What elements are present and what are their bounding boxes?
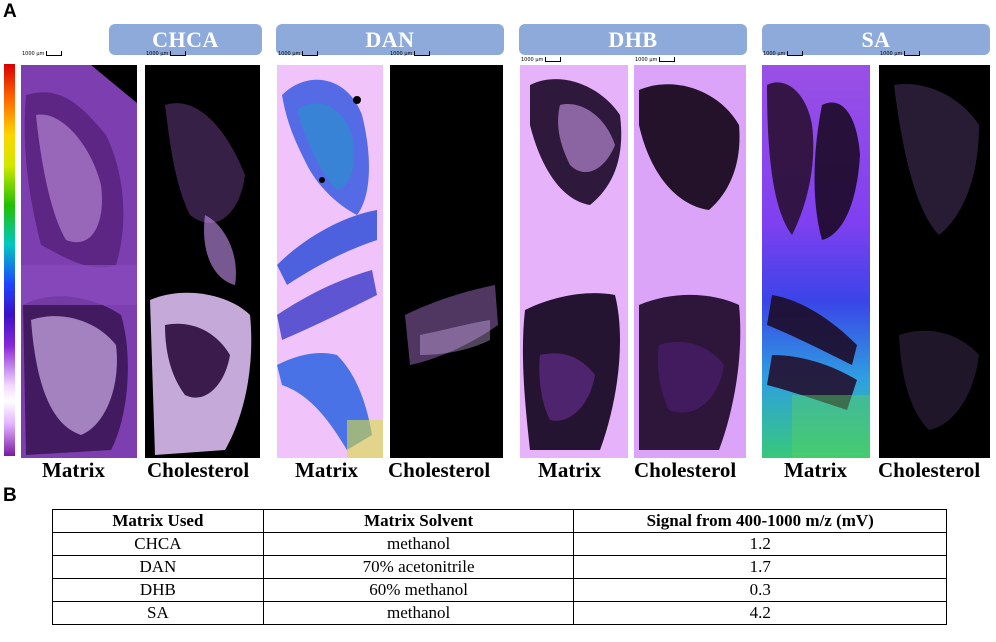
image-chca-cholesterol [145, 65, 260, 458]
intensity-colorbar [4, 64, 15, 456]
scale-bar: 1000 μm [880, 51, 921, 57]
table-cell: 0.3 [573, 578, 947, 602]
image-sa-cholesterol [879, 65, 990, 458]
table-cell: 4.2 [573, 601, 947, 625]
table-header-cell: Signal from 400-1000 m/z (mV) [573, 509, 947, 533]
group-label-sa: SA [762, 24, 990, 55]
caption-chca-cholesterol: Cholesterol [147, 458, 250, 482]
table-row: CHCA methanol 1.2 [52, 532, 947, 556]
scale-bar: 1000 μm [278, 51, 319, 57]
table-header-cell: Matrix Solvent [262, 509, 575, 533]
table-cell: CHCA [52, 532, 264, 556]
image-dhb-cholesterol [634, 65, 746, 458]
caption-dan-cholesterol: Cholesterol [388, 458, 491, 482]
table-cell: 1.2 [573, 532, 947, 556]
panel-label-a: A [3, 1, 17, 22]
scale-bar: 1000 μm [635, 57, 676, 63]
image-dan-matrix [277, 65, 383, 458]
caption-dhb-matrix: Matrix [538, 458, 601, 482]
scale-bar: 1000 μm [521, 57, 562, 63]
table-cell: 70% acetonitrile [262, 555, 575, 579]
table-cell: DAN [52, 555, 264, 579]
image-dhb-matrix [520, 65, 628, 458]
table-cell: 60% methanol [262, 578, 575, 602]
scale-bar: 1000 μm [22, 51, 63, 57]
caption-dhb-cholesterol: Cholesterol [634, 458, 737, 482]
caption-chca-matrix: Matrix [42, 458, 105, 482]
image-dan-cholesterol [390, 65, 503, 458]
table-header-row: Matrix Used Matrix Solvent Signal from 4… [52, 509, 947, 533]
caption-dan-matrix: Matrix [295, 458, 358, 482]
table-cell: DHB [52, 578, 264, 602]
scale-bar: 1000 μm [763, 51, 804, 57]
table-cell: methanol [262, 601, 575, 625]
table-row: DAN 70% acetonitrile 1.7 [52, 555, 947, 579]
group-label-dhb: DHB [519, 24, 747, 55]
matrix-signal-table: Matrix Used Matrix Solvent Signal from 4… [52, 509, 947, 625]
table-row: SA methanol 4.2 [52, 601, 947, 625]
scale-bar: 1000 μm [146, 51, 187, 57]
scale-bar: 1000 μm [390, 51, 431, 57]
group-label-chca: CHCA [109, 24, 262, 55]
panel-label-b: B [3, 485, 17, 506]
caption-sa-cholesterol: Cholesterol [878, 458, 981, 482]
image-chca-matrix [21, 65, 137, 458]
group-label-dan: DAN [276, 24, 504, 55]
table-header-cell: Matrix Used [52, 509, 264, 533]
image-sa-matrix [762, 65, 870, 458]
table-cell: methanol [262, 532, 575, 556]
table-cell: SA [52, 601, 264, 625]
table-cell: 1.7 [573, 555, 947, 579]
table-row: DHB 60% methanol 0.3 [52, 578, 947, 602]
caption-sa-matrix: Matrix [784, 458, 847, 482]
